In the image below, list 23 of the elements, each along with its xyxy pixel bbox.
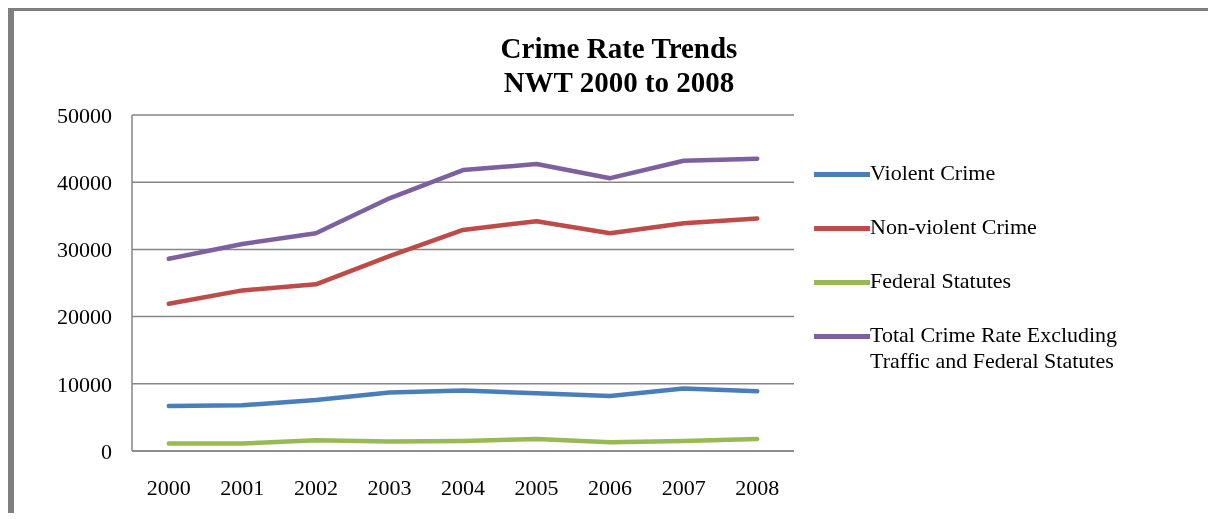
line-series: [166, 386, 760, 409]
y-tick-label: 10000: [57, 371, 112, 397]
x-tick-label: 2001: [220, 474, 265, 500]
x-tick-label: 2003: [367, 474, 412, 500]
y-tick-label: 20000: [57, 304, 112, 330]
x-tick-label: 2007: [661, 474, 706, 500]
y-tick-label: 40000: [57, 170, 112, 196]
legend-label: Federal Statutes: [870, 268, 1012, 294]
y-tick-label: 50000: [57, 102, 112, 128]
y-tick-label: 0: [101, 438, 112, 464]
x-tick-label: 2000: [146, 474, 191, 500]
line-series: [166, 156, 760, 262]
y-tick-label: 30000: [57, 237, 112, 263]
line-series: [166, 216, 760, 307]
legend-label: Violent Crime: [870, 160, 996, 186]
x-tick-label: 2006: [588, 474, 633, 500]
x-tick-label: 2004: [441, 474, 485, 500]
legend-label: Non-violent Crime: [870, 214, 1037, 240]
chart-title: Crime Rate Trends NWT 2000 to 2008: [499, 31, 739, 99]
legend-label: Total Crime Rate Excluding Traffic and Federal Statutes: [870, 322, 1119, 374]
x-tick-label: 2008: [735, 474, 780, 500]
x-tick-label: 2005: [514, 474, 559, 500]
x-tick-label: 2002: [293, 474, 338, 500]
